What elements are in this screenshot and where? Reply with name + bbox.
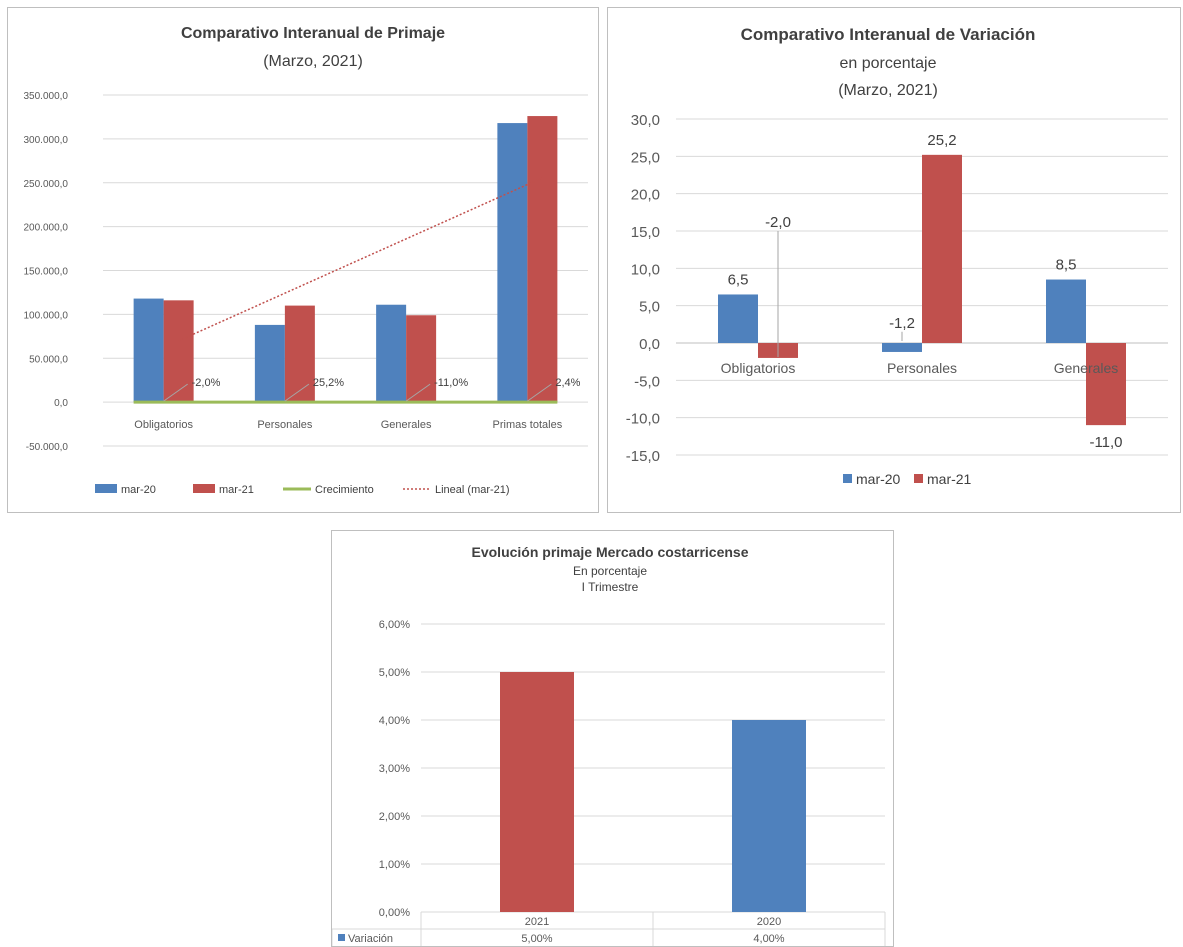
y-tick-label: 150.000,0	[24, 267, 69, 278]
y-tick-label: 100.000,0	[24, 310, 69, 321]
bar-mar-21	[163, 300, 194, 403]
leader-line	[405, 383, 431, 402]
bar-mar-20	[376, 304, 407, 403]
y-tick-label: -5,0	[634, 373, 660, 390]
y-tick-label: 350.000,0	[24, 91, 69, 102]
y-tick-label: 15,0	[631, 224, 660, 241]
y-tick-label: 30,0	[631, 112, 660, 129]
y-tick-label: 5,00%	[379, 667, 410, 679]
leader-line	[284, 383, 310, 402]
x-tick-label: Personales	[257, 419, 313, 431]
data-label: 6,5	[728, 271, 749, 288]
data-label: 25,2%	[313, 377, 344, 389]
x-tick-label: Primas totales	[493, 419, 563, 431]
legend-label: mar-20	[121, 484, 156, 496]
y-tick-label: 10,0	[631, 261, 660, 278]
y-tick-label: -10,0	[626, 411, 660, 428]
data-label: -2,0	[765, 214, 791, 231]
trendline	[178, 177, 543, 342]
y-tick-label: 5,0	[639, 299, 660, 316]
data-label: 25,2	[927, 132, 956, 149]
x-tick-label: Personales	[887, 360, 957, 376]
chart-subtitle: En porcentaje	[573, 564, 647, 578]
y-tick-label: 3,00%	[379, 763, 410, 775]
bar-mar-20	[718, 294, 758, 343]
chart-subtitle-2: I Trimestre	[582, 580, 639, 594]
bar-mar-21	[1086, 343, 1126, 426]
legend-label: mar-21	[219, 484, 254, 496]
y-tick-label: 0,0	[54, 398, 68, 409]
legend-swatch	[193, 484, 215, 493]
legend-label: mar-20	[856, 471, 901, 487]
y-tick-label: 0,00%	[379, 907, 410, 919]
y-tick-label: 4,00%	[379, 715, 410, 727]
x-tick-label: Obligatorios	[134, 419, 193, 431]
y-tick-label: 2,00%	[379, 811, 410, 823]
data-label: -11,0	[1089, 434, 1122, 451]
legend-swatch	[914, 474, 923, 483]
chart-title: Comparativo Interanual de Primaje	[181, 25, 445, 42]
data-label: 2,4%	[555, 377, 580, 389]
chart-title: Evolución primaje Mercado costarricense	[472, 544, 749, 560]
y-tick-label: 1,00%	[379, 859, 410, 871]
bar-2020	[732, 720, 806, 912]
chart-subtitle: en porcentaje	[840, 55, 937, 72]
y-tick-label: -50.000,0	[26, 442, 69, 453]
chart-panel-variacion: Comparativo Interanual de Variación en p…	[607, 7, 1181, 513]
y-tick-label: 20,0	[631, 187, 660, 204]
bar-mar-20	[133, 298, 164, 403]
data-label: -1,2	[889, 315, 915, 332]
bar-mar-20	[1046, 279, 1086, 343]
legend-swatch	[338, 934, 345, 941]
x-tick-label: 2021	[525, 916, 549, 928]
chart-title: Comparativo Interanual de Variación	[741, 25, 1036, 44]
data-table-value: 4,00%	[753, 933, 784, 945]
bar-mar-21	[406, 315, 437, 403]
chart-subtitle: (Marzo, 2021)	[263, 53, 363, 70]
x-tick-label: Generales	[381, 419, 432, 431]
legend-label: Crecimiento	[315, 484, 374, 496]
legend-label: Variación	[348, 933, 393, 945]
y-tick-label: 200.000,0	[24, 223, 69, 234]
legend-swatch	[843, 474, 852, 483]
chart-panel-evolucion: Evolución primaje Mercado costarricense …	[331, 530, 894, 947]
bar-2021	[500, 672, 574, 912]
chart-subtitle-2: (Marzo, 2021)	[838, 82, 938, 99]
bar-mar-21	[284, 305, 315, 403]
y-tick-label: 250.000,0	[24, 179, 69, 190]
bar-mar-21	[527, 116, 558, 403]
legend-label: Lineal (mar-21)	[435, 484, 510, 496]
legend-label: mar-21	[927, 471, 972, 487]
y-tick-label: 0,0	[639, 336, 660, 353]
leader-line	[163, 383, 188, 402]
y-tick-label: 50.000,0	[29, 354, 68, 365]
y-tick-label: -15,0	[626, 448, 660, 465]
y-tick-label: 6,00%	[379, 619, 410, 631]
data-label: 8,5	[1056, 257, 1077, 274]
data-label: -11,0%	[434, 377, 468, 389]
x-tick-label: Obligatorios	[721, 360, 796, 376]
bar-mar-20	[254, 324, 285, 403]
y-tick-label: 25,0	[631, 149, 660, 166]
chart-primaje: Comparativo Interanual de Primaje (Marzo…	[24, 25, 588, 496]
chart-panel-primaje: Comparativo Interanual de Primaje (Marzo…	[7, 7, 599, 513]
chart-evolucion: Evolución primaje Mercado costarricense …	[332, 544, 886, 946]
chart-variacion: Comparativo Interanual de Variación en p…	[626, 25, 1168, 487]
x-tick-label: 2020	[757, 916, 781, 928]
x-tick-label: Generales	[1054, 360, 1119, 376]
data-label: -2,0%	[192, 377, 221, 389]
bar-mar-20	[497, 123, 528, 403]
legend-swatch	[95, 484, 117, 493]
bar-mar-21	[922, 154, 962, 343]
leader-line	[527, 383, 552, 402]
bar-mar-20	[882, 343, 922, 352]
data-table-value: 5,00%	[521, 933, 552, 945]
y-tick-label: 300.000,0	[24, 135, 69, 146]
